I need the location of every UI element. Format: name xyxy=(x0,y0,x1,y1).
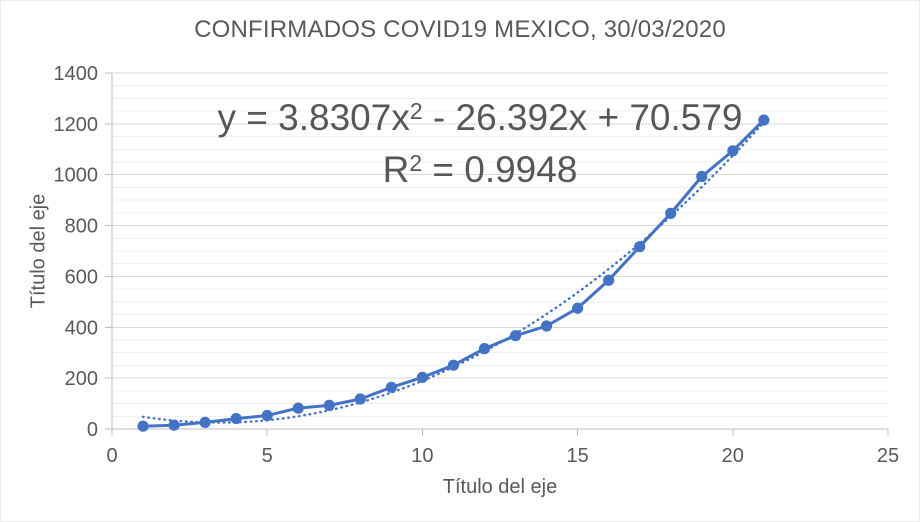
y-tick-label: 600 xyxy=(65,266,98,288)
data-point-marker xyxy=(758,114,770,126)
data-point-marker xyxy=(230,412,242,425)
data-point-marker xyxy=(323,399,335,411)
r-squared-text: R xyxy=(382,149,410,190)
x-tick-label: 5 xyxy=(262,445,273,467)
data-point-marker xyxy=(447,359,460,371)
data-point-marker xyxy=(292,402,304,414)
data-point-marker xyxy=(727,145,739,157)
data-point-marker xyxy=(137,420,149,432)
y-tick-label: 800 xyxy=(65,216,98,238)
y-tick-label: 1400 xyxy=(54,63,99,85)
y-tick-label: 200 xyxy=(65,368,98,390)
x-tick-label: 25 xyxy=(877,445,899,467)
equation-superscript: 2 xyxy=(409,97,423,124)
equation-line: y = 3.8307x2 - 26.392x + 70.579 xyxy=(160,94,800,146)
data-point-marker xyxy=(354,393,366,405)
chart-title: CONFIRMADOS COVID19 MEXICO, 30/03/2020 xyxy=(194,16,726,43)
r-squared-line: R2 = 0.9948 xyxy=(160,146,800,198)
x-axis-title: Título del eje xyxy=(442,476,558,498)
data-point-marker xyxy=(572,302,584,314)
data-point-marker xyxy=(603,274,615,286)
y-tick-label: 1200 xyxy=(54,114,99,136)
y-tick-label: 400 xyxy=(65,317,98,339)
data-point-marker xyxy=(509,330,522,342)
r-squared-text: = 0.9948 xyxy=(422,149,578,190)
data-point-marker xyxy=(168,419,180,431)
equation-text: y = 3.8307x xyxy=(217,97,410,138)
data-point-marker xyxy=(416,371,428,383)
r-squared-superscript: 2 xyxy=(409,149,423,176)
x-tick-label: 0 xyxy=(106,445,117,467)
x-tick-label: 15 xyxy=(566,445,588,467)
data-point-marker xyxy=(696,170,708,183)
y-tick-label: 1000 xyxy=(54,165,99,187)
equation-text: - 26.392x + 70.579 xyxy=(422,97,743,138)
data-point-marker xyxy=(385,381,397,393)
x-tick-label: 20 xyxy=(722,445,744,467)
trendline-equation: y = 3.8307x2 - 26.392x + 70.579 R2 = 0.9… xyxy=(160,94,800,198)
x-tick-label: 10 xyxy=(411,445,433,467)
data-point-marker xyxy=(665,207,677,219)
data-point-marker xyxy=(478,343,491,355)
data-point-marker xyxy=(199,416,211,428)
data-point-marker xyxy=(634,241,646,253)
y-axis-title: Título del eje xyxy=(27,193,50,309)
y-tick-label: 0 xyxy=(87,419,98,441)
data-point-marker xyxy=(261,409,273,422)
data-point-marker xyxy=(540,320,553,332)
